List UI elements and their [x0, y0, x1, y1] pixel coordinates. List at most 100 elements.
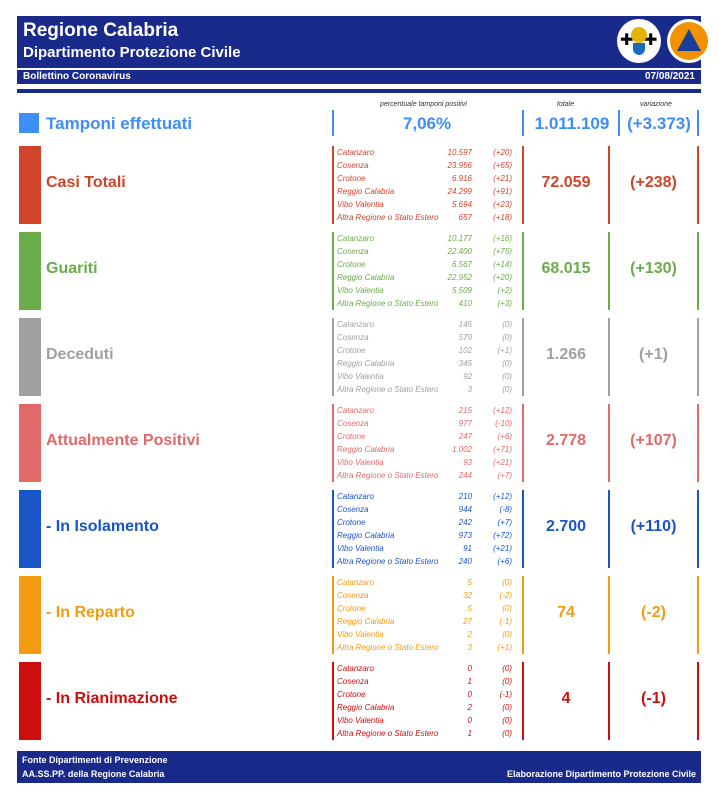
province-row: Catanzaro 10.177 (+16) — [337, 232, 517, 245]
province-row: Cosenza 579 (0) — [337, 331, 517, 344]
divider — [697, 490, 699, 568]
province-name: Catanzaro — [337, 578, 374, 587]
province-row: Vibo Valentia 91 (+21) — [337, 542, 517, 555]
footer-source: Fonte Dipartimenti di Prevenzione — [22, 755, 168, 765]
province-value: 2 — [467, 630, 472, 639]
section-total: 1.266 — [545, 346, 587, 363]
province-name: Crotone — [337, 174, 366, 183]
province-delta: (+6) — [497, 557, 512, 566]
province-name: Cosenza — [337, 505, 369, 514]
province-delta: (0) — [502, 578, 512, 587]
divider — [697, 662, 699, 740]
section-label: - In Rianimazione — [46, 690, 178, 707]
divider — [697, 576, 699, 654]
province-value: 27 — [463, 617, 472, 626]
province-row: Vibo Valentia 2 (0) — [337, 628, 517, 641]
civil-protection-logo-icon — [667, 19, 711, 63]
divider — [332, 318, 334, 396]
province-name: Vibo Valentia — [337, 458, 384, 467]
province-name: Catanzaro — [337, 406, 374, 415]
province-value: 6.567 — [451, 260, 472, 269]
province-delta: (0) — [502, 703, 512, 712]
tamponi-total: 1.011.109 — [534, 114, 610, 133]
divider — [332, 404, 334, 482]
divider — [608, 318, 610, 396]
divider — [332, 232, 334, 310]
province-value: 10.597 — [447, 148, 472, 157]
section-label: - In Reparto — [46, 604, 135, 621]
province-value: 5.694 — [451, 200, 472, 209]
province-delta: (+12) — [493, 406, 512, 415]
section-variation: (-2) — [641, 604, 666, 621]
province-value: 0 — [467, 664, 472, 673]
province-name: Reggio Calabria — [337, 531, 395, 540]
province-row: Vibo Valentia 5.694 (+23) — [337, 198, 517, 211]
province-name: Catanzaro — [337, 148, 374, 157]
province-value: 22.952 — [447, 273, 472, 282]
province-name: Crotone — [337, 346, 366, 355]
section-3: Attualmente Positivi Catanzaro 215 (+12) Cos… — [17, 404, 701, 482]
province-name: Cosenza — [337, 419, 369, 428]
province-value: 10.177 — [447, 234, 472, 243]
province-row: Cosenza 944 (-8) — [337, 503, 517, 516]
province-name: Catanzaro — [337, 234, 374, 243]
province-delta: (+12) — [493, 492, 512, 501]
province-value: 247 — [458, 432, 472, 441]
province-value: 24.299 — [447, 187, 472, 196]
province-value: 410 — [458, 299, 472, 308]
province-name: Vibo Valentia — [337, 716, 384, 725]
province-name: Cosenza — [337, 591, 369, 600]
province-value: 1 — [467, 677, 472, 686]
province-row: Catanzaro 10.597 (+20) — [337, 146, 517, 159]
province-delta: (-2) — [499, 591, 512, 600]
column-header-total: totale — [557, 101, 575, 108]
province-row: Crotone 5 (0) — [337, 602, 517, 615]
province-delta: (0) — [502, 630, 512, 639]
province-row: Altra Regione o Stato Estero 1 (0) — [337, 727, 517, 740]
divider — [332, 490, 334, 568]
province-name: Reggio Calabria — [337, 187, 395, 196]
province-name: Altra Regione o Stato Estero — [337, 643, 439, 652]
region-coat-of-arms-icon: ✚ ✚ — [617, 19, 661, 63]
divider — [522, 146, 524, 224]
bulletin-bar: Bollettino Coronavirus 07/08/2021 — [17, 70, 701, 84]
page-title: Regione Calabria — [23, 20, 179, 41]
province-row: Catanzaro 215 (+12) — [337, 404, 517, 417]
province-name: Vibo Valentia — [337, 200, 384, 209]
province-name: Altra Regione o Stato Estero — [337, 557, 439, 566]
province-delta: (+91) — [493, 187, 512, 196]
province-list: Catanzaro 10.597 (+20) Cosenza 23.956 (+65) Cr… — [337, 146, 517, 224]
province-row: Crotone 6.916 (+21) — [337, 172, 517, 185]
province-name: Altra Regione o Stato Estero — [337, 299, 439, 308]
divider — [608, 404, 610, 482]
section-color-bar — [19, 404, 41, 482]
province-delta: (+21) — [493, 544, 512, 553]
province-value: 93 — [463, 458, 472, 467]
province-value: 579 — [458, 333, 472, 342]
province-delta: (0) — [502, 372, 512, 381]
province-row: Crotone 102 (+1) — [337, 344, 517, 357]
province-delta: (-8) — [499, 505, 512, 514]
province-value: 91 — [463, 544, 472, 553]
province-delta: (0) — [502, 333, 512, 342]
divider — [332, 662, 334, 740]
province-delta: (0) — [502, 385, 512, 394]
province-row: Catanzaro 210 (+12) — [337, 490, 517, 503]
section-0: Casi Totali Catanzaro 10.597 (+20) Cosenza 23… — [17, 146, 701, 224]
province-list: Catanzaro 0 (0) Cosenza 1 (0) Crotone 0 (-1) Regg… — [337, 662, 517, 740]
province-delta: (0) — [502, 664, 512, 673]
province-value: 6.916 — [451, 174, 472, 183]
province-row: Reggio Calabria 27 (-1) — [337, 615, 517, 628]
province-value: 944 — [458, 505, 472, 514]
divider — [522, 404, 524, 482]
section-total: 2.700 — [545, 518, 587, 535]
province-delta: (+23) — [493, 200, 512, 209]
section-label: Casi Totali — [46, 174, 126, 191]
province-row: Crotone 6.567 (+14) — [337, 258, 517, 271]
province-delta: (+75) — [493, 247, 512, 256]
province-delta: (0) — [502, 729, 512, 738]
province-row: Reggio Calabria 973 (+72) — [337, 529, 517, 542]
province-row: Catanzaro 5 (0) — [337, 576, 517, 589]
province-delta: (-10) — [495, 419, 512, 428]
footer-credit: Elaborazione Dipartimento Protezione Civ… — [506, 769, 696, 779]
